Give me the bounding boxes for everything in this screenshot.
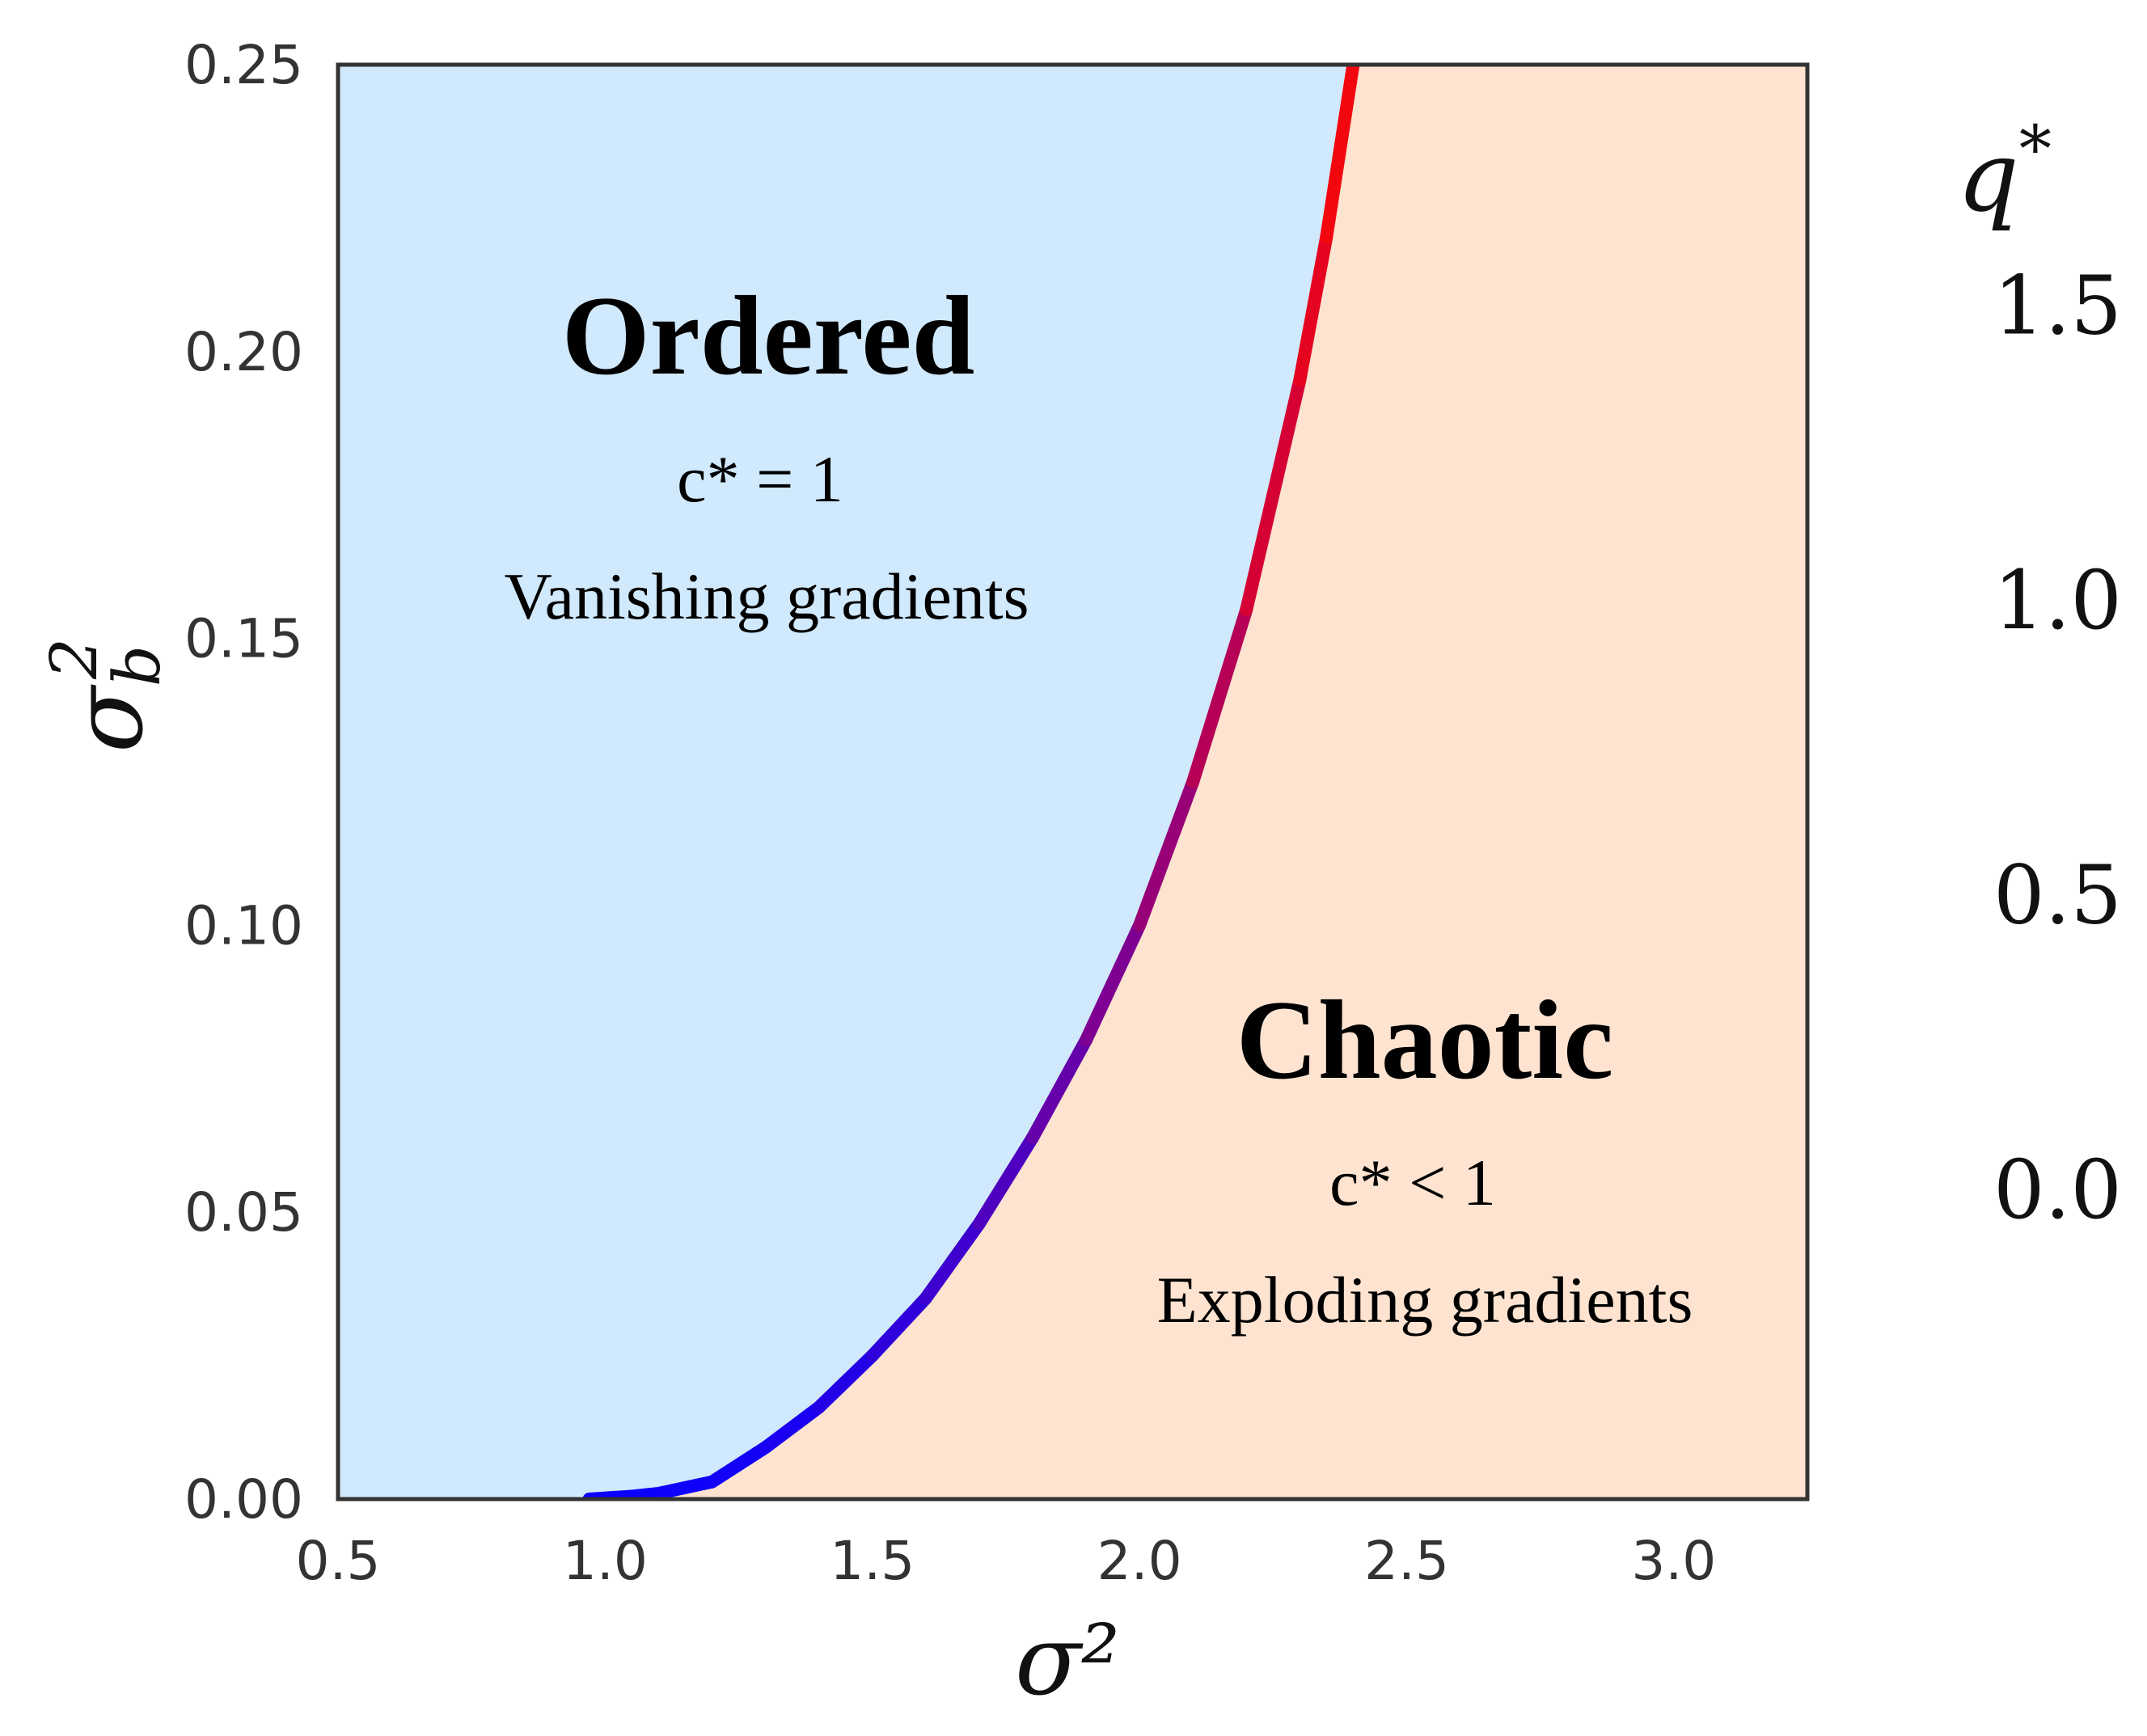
ordered-note: Vanishing gradients: [504, 560, 1029, 633]
curve-segment: [1133, 775, 1200, 932]
curve-segment: [865, 1291, 932, 1362]
chaotic-title: Chaotic: [1236, 978, 1614, 1103]
y-tick-label: 0.05: [184, 1181, 303, 1244]
y-tick-label: 0.10: [184, 894, 303, 957]
curve-segment: [972, 1130, 1039, 1231]
ordered-annotation: Ordered c* = 1 Vanishing gradients: [504, 273, 1029, 633]
ordered-title: Ordered: [562, 273, 975, 399]
colorbar-tick-label: 0.0: [1993, 1143, 2122, 1237]
x-tick-label: 0.5: [296, 1530, 381, 1592]
ordered-condition: c* = 1: [677, 442, 843, 516]
curve-segment: [1186, 603, 1253, 788]
curve-segment: [812, 1349, 879, 1414]
x-tick-label: 2.0: [1097, 1530, 1182, 1592]
y-tick-label: 0.15: [184, 608, 303, 670]
y-tick-label: 0.20: [184, 321, 303, 383]
colorbar-tick-label: 0.5: [1993, 847, 2122, 942]
colorbar-tick-label: 1.0: [1993, 553, 2122, 648]
curve-segment: [1025, 1033, 1093, 1144]
colorbar: q* 0.0 0.5 1.0 1.5: [1925, 112, 2122, 1237]
chaotic-note: Exploding gradients: [1157, 1263, 1693, 1337]
chaotic-annotation: Chaotic c* < 1 Exploding gradients: [1157, 978, 1693, 1337]
colorbar-label: q*: [1957, 112, 2052, 234]
x-tick-label: 1.0: [563, 1530, 648, 1592]
plot-frame: [336, 62, 1810, 1502]
ordered-region-fill: [338, 65, 1354, 1499]
y-tick-label: 0.25: [184, 34, 303, 96]
curve-segment: [1080, 919, 1147, 1047]
x-tick-label: 2.5: [1364, 1530, 1449, 1592]
x-tick-label: 1.5: [830, 1530, 915, 1592]
colorbar-ticks: 0.0 0.5 1.0 1.5: [1993, 258, 2122, 1237]
y-axis-label: σb2: [36, 638, 175, 753]
curve-segment: [652, 1475, 719, 1499]
curve-segment: [919, 1217, 986, 1305]
x-axis-label: σ²: [1015, 1605, 1120, 1717]
phase-boundary-curve: [582, 65, 1360, 1499]
x-tick-label: 3.0: [1631, 1530, 1716, 1592]
x-axis-ticks: 0.5 1.0 1.5 2.0 2.5 3.0: [296, 1530, 1717, 1592]
curve-segment: [759, 1400, 826, 1455]
curve-segment: [705, 1441, 772, 1489]
curve-segment: [1320, 65, 1360, 243]
curve-segment: [1293, 230, 1333, 387]
curve-segment: [1240, 374, 1307, 617]
y-axis-ticks: 0.00 0.05 0.10 0.15 0.20 0.25: [184, 34, 303, 1531]
chaotic-condition: c* < 1: [1329, 1146, 1496, 1219]
x-axis-label-text: σ²: [1015, 1605, 1120, 1717]
colorbar-tick-label: 1.5: [1993, 258, 2122, 353]
y-tick-label: 0.00: [184, 1468, 303, 1531]
y-axis-label-text: σb2: [36, 638, 175, 753]
